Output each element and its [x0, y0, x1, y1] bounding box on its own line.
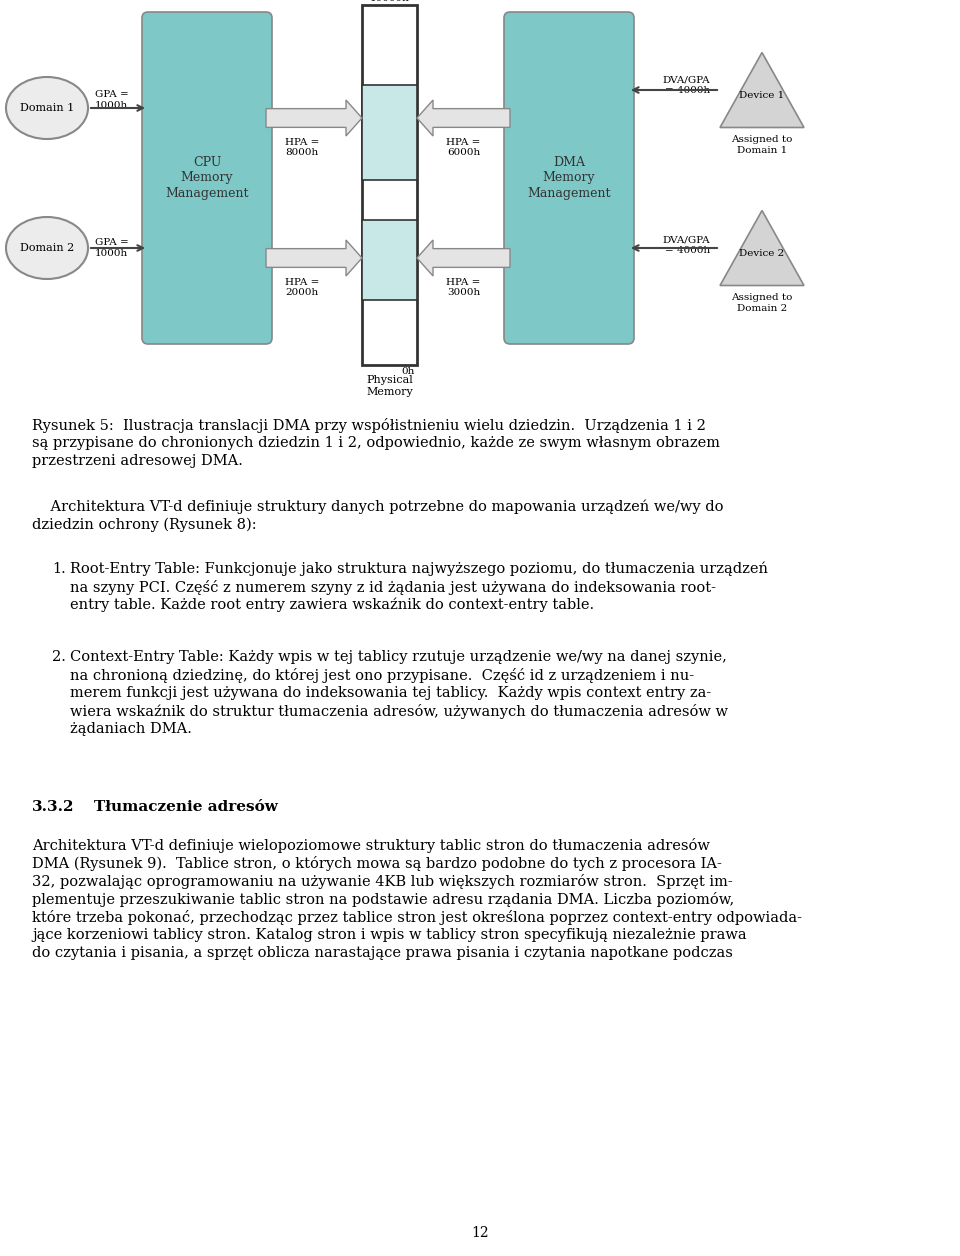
Ellipse shape [6, 77, 88, 139]
Text: Assigned to
Domain 1: Assigned to Domain 1 [732, 136, 793, 154]
Text: Assigned to
Domain 2: Assigned to Domain 2 [732, 294, 793, 313]
Text: Domain 1: Domain 1 [20, 103, 74, 113]
Bar [362, 85, 417, 180]
Text: żądaniach DMA.: żądaniach DMA. [70, 722, 192, 736]
Text: GPA =
1000h: GPA = 1000h [95, 239, 129, 257]
Text: przestrzeni adresowej DMA.: przestrzeni adresowej DMA. [32, 453, 243, 468]
Text: są przypisane do chronionych dziedzin 1 i 2, odpowiednio, każde ze swym własnym : są przypisane do chronionych dziedzin 1 … [32, 436, 720, 450]
Text: 2.: 2. [52, 651, 66, 664]
Bar [362, 5, 417, 365]
Polygon shape [266, 240, 362, 276]
Text: jące korzeniowi tablicy stron. Katalog stron i wpis w tablicy stron specyfikują : jące korzeniowi tablicy stron. Katalog s… [32, 928, 747, 942]
Text: Physical
Memory: Physical Memory [366, 376, 413, 397]
Text: GPA =
1000h: GPA = 1000h [95, 90, 129, 109]
Text: merem funkcji jest używana do indeksowania tej tablicy.  Każdy wpis context entr: merem funkcji jest używana do indeksowan… [70, 686, 711, 700]
Text: 32, pozwalając oprogramowaniu na używanie 4KB lub większych rozmiarów stron.  Sp: 32, pozwalając oprogramowaniu na używani… [32, 874, 732, 889]
Text: HPA =
3000h: HPA = 3000h [446, 278, 481, 298]
Polygon shape [417, 100, 510, 136]
FancyBboxPatch shape [504, 13, 634, 344]
Text: do czytania i pisania, a sprzęt oblicza narastające prawa pisania i czytania nap: do czytania i pisania, a sprzęt oblicza … [32, 946, 732, 960]
FancyBboxPatch shape [142, 13, 272, 344]
Polygon shape [720, 211, 804, 285]
Polygon shape [266, 100, 362, 136]
Text: na szyny PCI. Część z numerem szyny z id żądania jest używana do indeksowania ro: na szyny PCI. Część z numerem szyny z id… [70, 580, 716, 595]
Ellipse shape [6, 217, 88, 279]
Text: CPU
Memory
Management: CPU Memory Management [165, 157, 249, 200]
Text: 12: 12 [471, 1226, 489, 1240]
Text: Architektura VT-d definiuje wielopoziomowe struktury tablic stron do tłumaczenia: Architektura VT-d definiuje wielopoziomo… [32, 838, 709, 853]
Text: Root-Entry Table: Funkcjonuje jako struktura najwyższego poziomu, do tłumaczenia: Root-Entry Table: Funkcjonuje jako struk… [70, 561, 768, 577]
Text: Device 1: Device 1 [739, 90, 784, 99]
Text: 1.: 1. [52, 561, 65, 577]
Text: 3.3.2: 3.3.2 [32, 800, 75, 814]
Text: 10000h: 10000h [370, 0, 409, 3]
Text: HPA =
6000h: HPA = 6000h [446, 138, 481, 157]
Text: Context-Entry Table: Każdy wpis w tej tablicy rzutuje urządzenie we/wy na danej : Context-Entry Table: Każdy wpis w tej ta… [70, 651, 727, 664]
Polygon shape [417, 240, 510, 276]
Text: entry table. Każde root entry zawiera wskaźnik do context-entry table.: entry table. Każde root entry zawiera ws… [70, 598, 594, 613]
Text: które trzeba pokonać, przechodząc przez tablice stron jest określona poprzez con: które trzeba pokonać, przechodząc przez … [32, 911, 802, 924]
Text: dziedzin ochrony (Rysunek 8):: dziedzin ochrony (Rysunek 8): [32, 517, 256, 533]
Text: Architektura VT-d definiuje struktury danych potrzebne do mapowania urządzeń we/: Architektura VT-d definiuje struktury da… [32, 500, 724, 515]
Text: HPA =
2000h: HPA = 2000h [285, 278, 319, 298]
Text: Tłumaczenie adresów: Tłumaczenie adresów [94, 800, 277, 814]
Text: na chronioną dziedzinę, do której jest ono przypisane.  Część id z urządzeniem i: na chronioną dziedzinę, do której jest o… [70, 668, 694, 683]
Text: Domain 2: Domain 2 [20, 242, 74, 252]
Text: DVA/GPA
= 4000h: DVA/GPA = 4000h [662, 235, 710, 255]
Text: DMA (Rysunek 9).  Tablice stron, o których mowa są bardzo podobne do tych z proc: DMA (Rysunek 9). Tablice stron, o któryc… [32, 857, 722, 870]
Text: Rysunek 5:  Ilustracja translacji DMA przy współistnieniu wielu dziedzin.  Urząd: Rysunek 5: Ilustracja translacji DMA prz… [32, 418, 706, 433]
Bar [362, 220, 417, 300]
Text: DVA/GPA
= 4000h: DVA/GPA = 4000h [662, 75, 710, 94]
Text: 0h: 0h [401, 367, 415, 376]
Text: wiera wskaźnik do struktur tłumaczenia adresów, używanych do tłumaczenia adresów: wiera wskaźnik do struktur tłumaczenia a… [70, 705, 728, 718]
Text: HPA =
8000h: HPA = 8000h [285, 138, 319, 157]
Text: DMA
Memory
Management: DMA Memory Management [527, 157, 611, 200]
Polygon shape [720, 53, 804, 128]
Text: Device 2: Device 2 [739, 249, 784, 257]
Text: plementuje przeszukiwanie tablic stron na podstawie adresu rządania DMA. Liczba : plementuje przeszukiwanie tablic stron n… [32, 892, 734, 907]
